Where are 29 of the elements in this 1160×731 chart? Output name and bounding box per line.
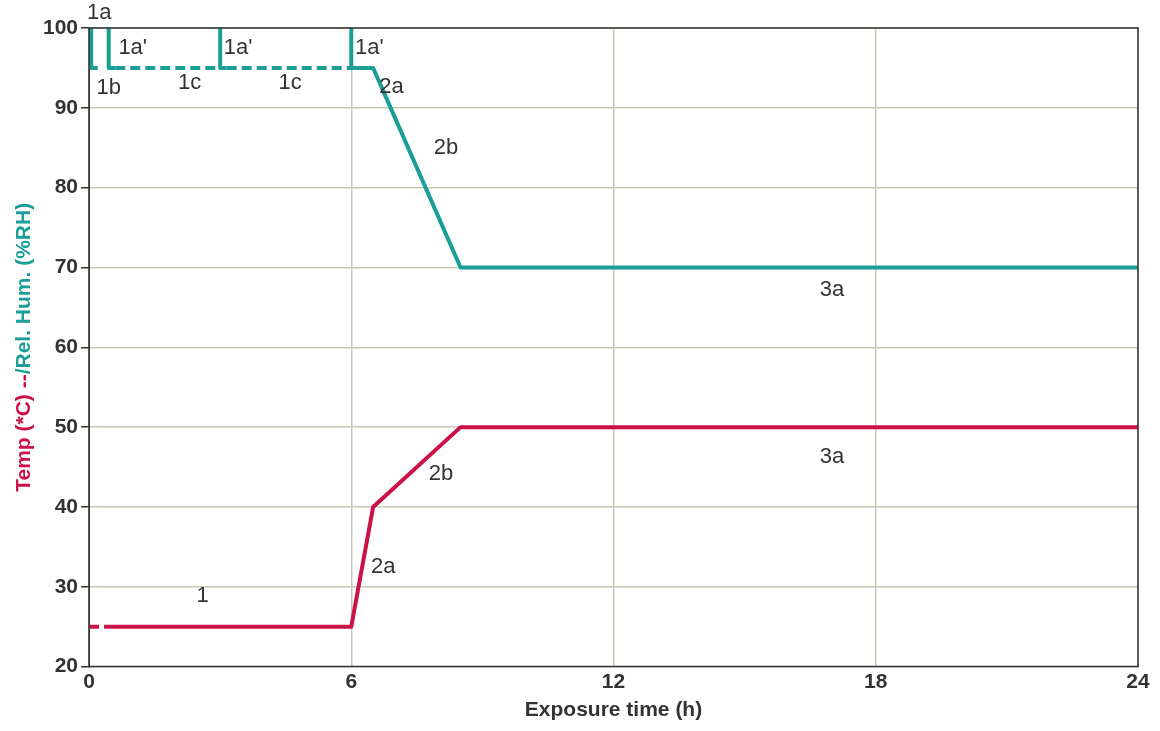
x-tick-label: 18 [864, 669, 888, 692]
y-tick-label: 20 [54, 653, 79, 677]
annotation: 1a' [223, 34, 253, 60]
y-tick-label: 80 [54, 174, 79, 198]
x-axis-title: Exposure time (h) [524, 697, 703, 721]
annotation: 1a' [118, 34, 148, 60]
annotation: 1b [96, 73, 121, 99]
annotation: 3a [819, 275, 846, 301]
annotation: 1c [177, 68, 202, 94]
y-axis-title: Temp (*C) --/Rel. Hum. (%RH) [10, 202, 34, 492]
y-tick-label: 60 [54, 334, 79, 358]
annotation: 2b [433, 133, 459, 159]
y-tick-label: 90 [54, 94, 79, 118]
x-tick-label: 0 [83, 669, 95, 692]
x-tick-label: 6 [345, 669, 358, 692]
annotation: 2a [370, 552, 397, 578]
y-tick-label: 50 [54, 413, 79, 437]
x-tick-label: 12 [601, 669, 626, 692]
y-tick-label: 30 [54, 573, 79, 597]
annotation: 1c [278, 68, 302, 94]
x-tick-label: 24 [1126, 669, 1150, 692]
y-tick-label: 100 [42, 14, 79, 38]
y-tick-label: 40 [54, 493, 79, 517]
annotation: 1a [86, 0, 113, 25]
annotation: 1 [196, 581, 209, 607]
annotation: 2b [428, 460, 454, 486]
annotation: 3a [819, 443, 846, 469]
y-tick-label: 70 [54, 254, 79, 278]
annotation: 1a' [354, 34, 384, 60]
